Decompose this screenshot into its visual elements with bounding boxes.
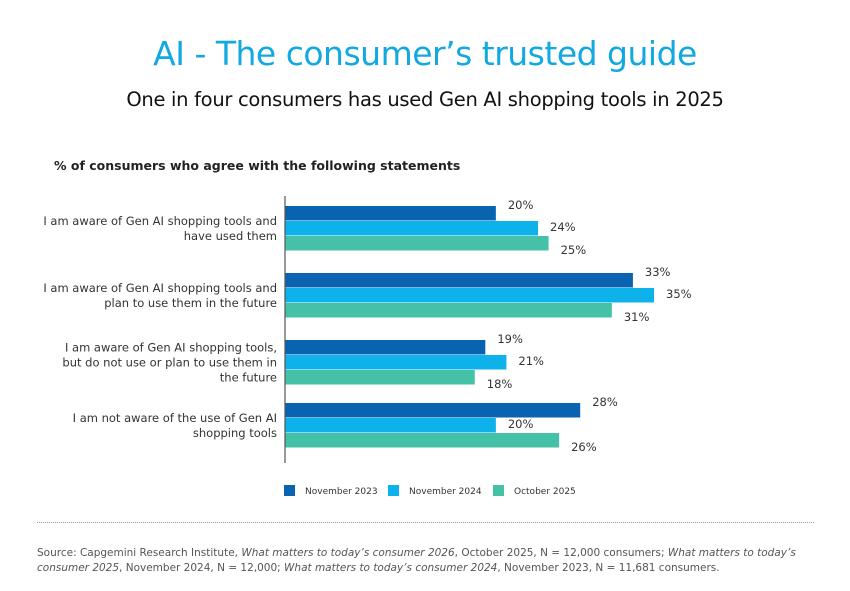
category-label: I am aware of Gen AI shopping tools, [65, 341, 277, 355]
data-label: 20% [508, 198, 534, 212]
source-report-2025: What matters to today’s consumer 2025 [37, 547, 796, 574]
source-prefix: Source: Capgemini Research Institute, [37, 547, 242, 559]
bar-november-2023 [285, 340, 486, 355]
category-label: have used them [184, 229, 277, 243]
category-label: I am aware of Gen AI shopping tools and [43, 214, 277, 228]
bar-november-2024 [285, 221, 539, 236]
data-label: 28% [592, 395, 618, 409]
category-label: plan to use them in the future [104, 296, 277, 310]
bar-november-2023 [285, 273, 633, 288]
legend-label: October 2025 [514, 487, 576, 497]
source-report-2026: What matters to today’s consumer 2026 [241, 547, 455, 559]
labels-layer: I am aware of Gen AI shopping tools andh… [43, 198, 691, 454]
data-label: 20% [508, 417, 534, 431]
category-label: I am not aware of the use of Gen AI [73, 411, 277, 425]
data-label: 18% [487, 377, 513, 391]
source-note: Source: Capgemini Research Institute, Wh… [37, 546, 827, 575]
bar-chart: I am aware of Gen AI shopping tools andh… [43, 196, 692, 497]
bar-november-2024 [285, 288, 654, 303]
data-label: 21% [518, 354, 544, 368]
data-label: 19% [497, 332, 523, 346]
chart-title: % of consumers who agree with the follow… [54, 158, 461, 173]
data-label: 31% [624, 310, 650, 324]
data-label: 35% [666, 287, 692, 301]
legend-swatch [493, 485, 504, 496]
divider-line [37, 522, 814, 523]
data-label: 24% [550, 220, 576, 234]
bar-october-2025 [285, 370, 475, 385]
source-report-2025-detail: , November 2024, N = 12,000; [119, 561, 285, 574]
legend-label: November 2024 [409, 487, 482, 497]
bar-october-2025 [285, 433, 560, 448]
data-label: 25% [561, 243, 587, 257]
bar-october-2025 [285, 303, 612, 318]
source-report-2024-detail: , November 2023, N = 11,681 consumers. [497, 561, 720, 574]
data-label: 33% [645, 265, 671, 279]
bar-november-2024 [285, 355, 507, 370]
legend-label: November 2023 [305, 487, 378, 497]
category-label: but do not use or plan to use them in [62, 356, 277, 370]
bar-november-2023 [285, 403, 581, 418]
legend-swatch [284, 485, 295, 496]
source-report-2026-detail: , October 2025, N = 12,000 consumers; [454, 547, 668, 559]
legend: November 2023 November 2024 October 2025 [284, 485, 576, 497]
category-label: shopping tools [193, 426, 277, 440]
page-title: AI - The consumer’s trusted guide [153, 34, 697, 73]
bar-november-2023 [285, 206, 496, 221]
data-label: 26% [571, 440, 597, 454]
category-label: I am aware of Gen AI shopping tools and [43, 281, 277, 295]
bars-layer [285, 206, 654, 448]
category-label: the future [220, 371, 277, 385]
bar-october-2025 [285, 236, 549, 251]
page-subtitle: One in four consumers has used Gen AI sh… [126, 88, 724, 111]
legend-swatch [388, 485, 399, 496]
bar-november-2024 [285, 418, 496, 433]
source-report-2024: What matters to today’s consumer 2024 [284, 561, 498, 574]
